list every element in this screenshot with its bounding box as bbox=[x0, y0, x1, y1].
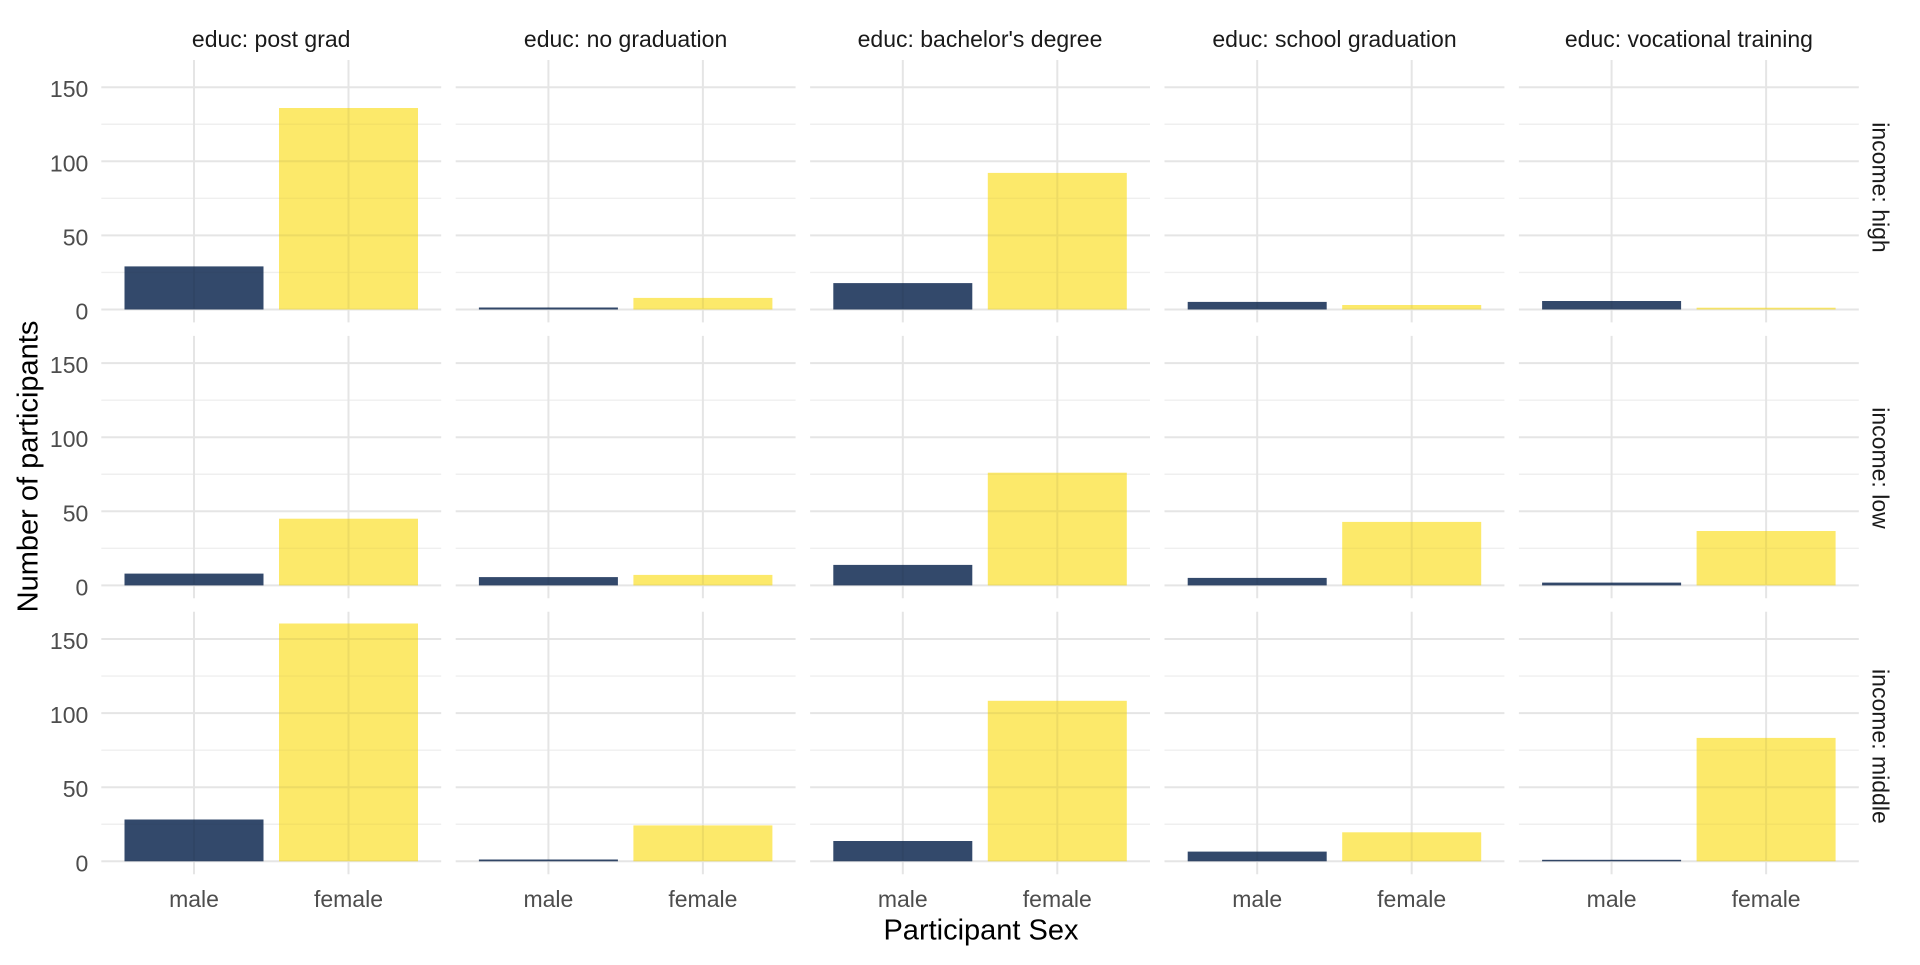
svg-text:female: female bbox=[1377, 886, 1446, 912]
svg-text:50: 50 bbox=[63, 224, 89, 250]
svg-text:150: 150 bbox=[50, 628, 88, 654]
svg-text:0: 0 bbox=[76, 850, 89, 876]
svg-text:100: 100 bbox=[50, 702, 88, 728]
svg-text:female: female bbox=[314, 886, 383, 912]
svg-text:male: male bbox=[523, 886, 573, 912]
svg-text:150: 150 bbox=[50, 352, 88, 378]
svg-text:income: low: income: low bbox=[1868, 407, 1894, 529]
svg-text:0: 0 bbox=[76, 574, 89, 600]
svg-text:Number of participants: Number of participants bbox=[13, 321, 45, 613]
svg-text:100: 100 bbox=[50, 150, 88, 176]
svg-text:50: 50 bbox=[63, 500, 89, 526]
svg-text:educ: bachelor's degree: educ: bachelor's degree bbox=[858, 26, 1103, 52]
svg-text:female: female bbox=[1732, 886, 1801, 912]
svg-text:educ: vocational training: educ: vocational training bbox=[1565, 26, 1813, 52]
svg-text:educ: post grad: educ: post grad bbox=[192, 26, 351, 52]
svg-text:female: female bbox=[668, 886, 737, 912]
svg-text:male: male bbox=[878, 886, 928, 912]
svg-text:educ: no graduation: educ: no graduation bbox=[524, 26, 727, 52]
svg-text:male: male bbox=[1587, 886, 1637, 912]
svg-text:male: male bbox=[1232, 886, 1282, 912]
svg-text:income: high: income: high bbox=[1868, 122, 1894, 252]
svg-text:150: 150 bbox=[50, 76, 88, 102]
svg-text:educ: school graduation: educ: school graduation bbox=[1212, 26, 1456, 52]
svg-text:male: male bbox=[169, 886, 219, 912]
svg-text:100: 100 bbox=[50, 426, 88, 452]
svg-text:income: middle: income: middle bbox=[1868, 669, 1894, 824]
svg-text:female: female bbox=[1023, 886, 1092, 912]
svg-text:0: 0 bbox=[76, 299, 89, 325]
svg-text:50: 50 bbox=[63, 776, 89, 802]
svg-text:Participant Sex: Participant Sex bbox=[883, 915, 1079, 947]
